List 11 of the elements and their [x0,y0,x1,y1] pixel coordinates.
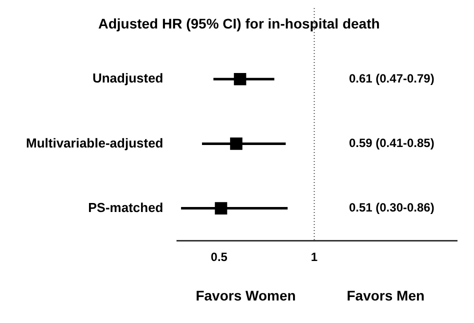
text: Adjusted HR (95% CI) for in-hospital death [98,15,380,32]
y-tick-label: Unadjusted [92,70,164,86]
x-tick-label: 0.5 [210,250,228,264]
y-tick-label: PS-matched [88,200,164,215]
annotation: 0.59 (0.41-0.85) [348,136,434,150]
annotation: 0.61 (0.47-0.79) [348,71,434,86]
annotation: 0.51 (0.30-0.86) [348,200,434,215]
text: Favors Men [346,287,425,304]
y-tick-label: Multivariable-adjusted [26,135,164,150]
text: Favors Women [196,287,296,304]
x-tick-label: 1 [310,250,318,264]
